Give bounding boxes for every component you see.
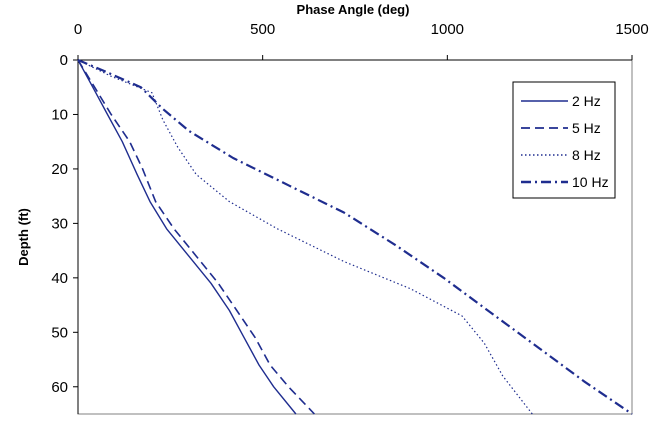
x-ticks: 0 500 1000 1500 bbox=[74, 21, 649, 60]
y-tick-label: 30 bbox=[51, 215, 68, 232]
legend-label: 10 Hz bbox=[572, 174, 609, 190]
legend-label: 5 Hz bbox=[572, 120, 601, 136]
x-tick-label: 500 bbox=[250, 21, 275, 38]
x-tick-label: 1500 bbox=[615, 21, 648, 38]
y-tick-label: 20 bbox=[51, 161, 68, 178]
series-line-1 bbox=[77, 59, 297, 415]
y-tick-label: 0 bbox=[60, 52, 68, 69]
y-tick-label: 50 bbox=[51, 324, 68, 341]
y-axis-title: Depth (ft) bbox=[16, 208, 31, 266]
legend-label: 2 Hz bbox=[572, 93, 601, 109]
legend: 2 Hz 5 Hz 8 Hz 10 Hz bbox=[512, 81, 616, 199]
y-tick-label: 10 bbox=[51, 106, 68, 123]
x-axis-title: Phase Angle (deg) bbox=[297, 2, 410, 17]
y-tick-label: 40 bbox=[51, 270, 68, 287]
series-line-3 bbox=[77, 59, 533, 415]
series-group bbox=[77, 58, 633, 415]
x-tick-label: 1000 bbox=[431, 21, 464, 38]
legend-label: 8 Hz bbox=[572, 147, 601, 163]
y-tick-label: 60 bbox=[51, 379, 68, 396]
series-line-2 bbox=[77, 59, 315, 415]
x-tick-label: 0 bbox=[74, 21, 82, 38]
y-ticks: 0 10 20 30 40 50 60 bbox=[51, 52, 78, 396]
